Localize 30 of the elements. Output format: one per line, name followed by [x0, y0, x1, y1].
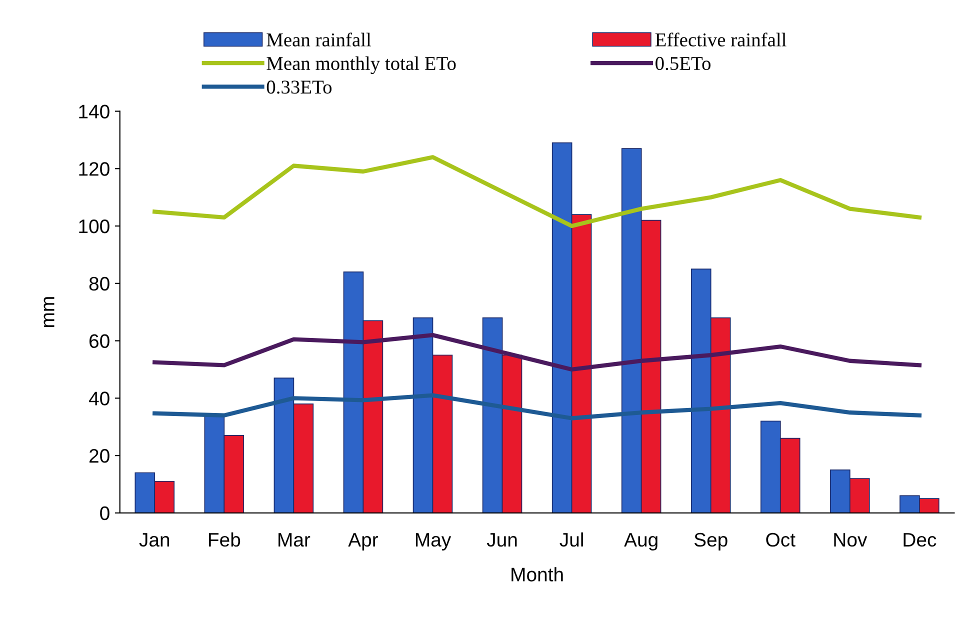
x-tick-label: Jan	[139, 533, 170, 547]
y-tick-label: 0	[100, 506, 110, 520]
y-axis-title: mm	[44, 297, 54, 327]
legend-label: Mean monthly total ETo	[266, 56, 456, 74]
x-tick-label: Mar	[278, 533, 310, 547]
legend-label: 0.33ETo	[266, 80, 332, 94]
x-tick-label: Nov	[834, 533, 868, 547]
x-tick-label: Apr	[348, 533, 378, 551]
y-tick-label: 120	[79, 162, 110, 176]
y-tick-label: 40	[88, 392, 110, 406]
y-tick-label: 80	[89, 276, 110, 291]
y-tick-label: 140	[79, 104, 110, 118]
line-series	[152, 393, 922, 420]
legend-label: Effective rainfall	[655, 32, 786, 46]
y-tick-label: 20	[90, 449, 110, 463]
x-tick-label: Aug	[624, 533, 658, 551]
y-tick-label: 100	[79, 219, 110, 234]
x-tick-label: Oct	[766, 532, 796, 547]
x-tick-label: Sep	[694, 532, 728, 551]
x-tick-label: Jul	[560, 532, 583, 547]
x-tick-label: Feb	[209, 532, 240, 547]
line-series	[152, 155, 922, 228]
x-tick-label: Dec	[904, 533, 936, 547]
x-tick-label: Jun	[486, 533, 517, 547]
y-tick-label: 60	[90, 334, 110, 348]
x-axis-title: Month	[512, 567, 563, 582]
x-tick-label: May	[416, 533, 452, 551]
line-series	[152, 332, 922, 372]
legend-label: 0.5ETo	[656, 56, 711, 70]
legend-label: Mean rainfall	[266, 32, 372, 46]
